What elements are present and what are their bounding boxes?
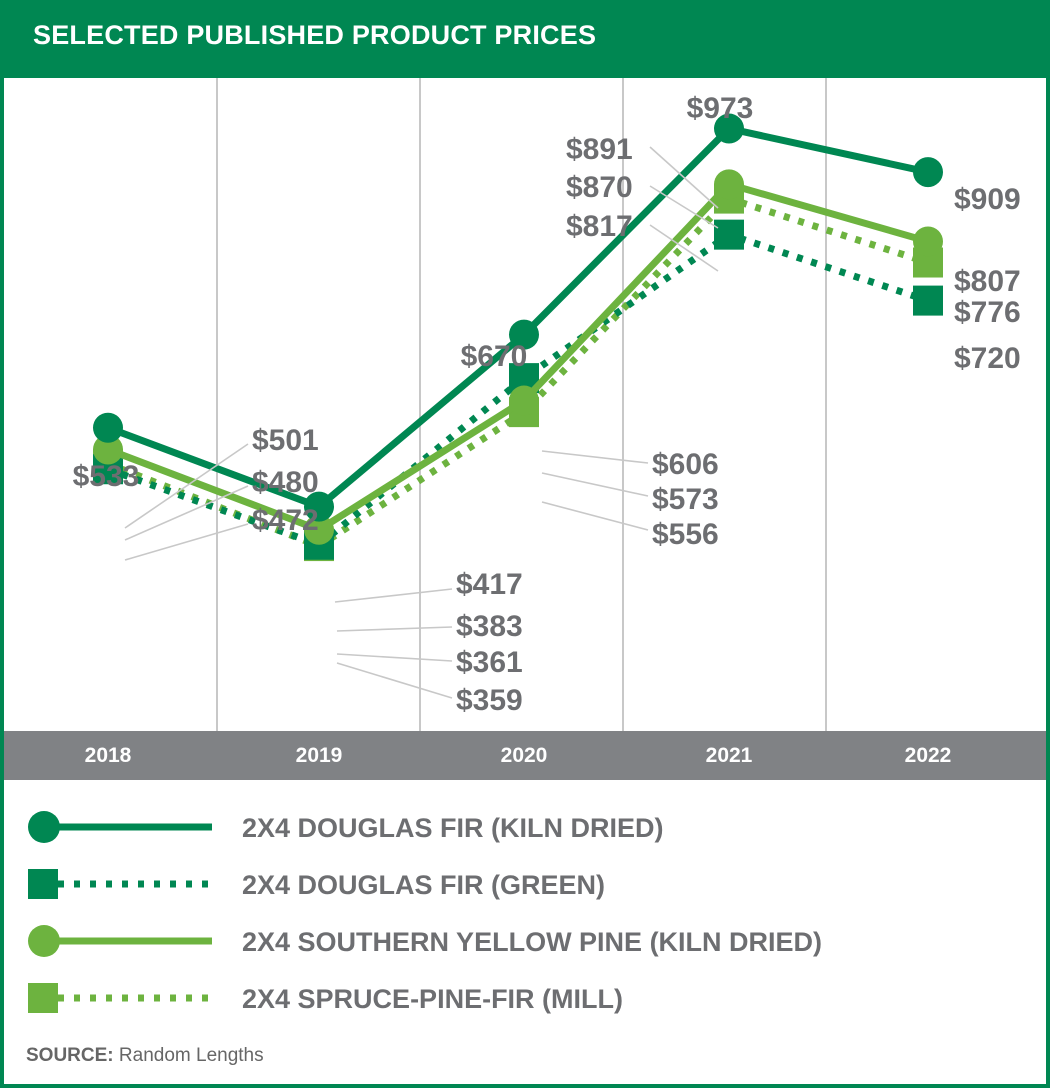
data-label: $973 <box>687 92 754 125</box>
leader-line <box>124 485 249 541</box>
data-label: $606 <box>652 448 719 481</box>
x-tick-label: 2018 <box>85 744 132 767</box>
legend-label-2: 2X4 DOUGLAS FIR (GREEN) <box>242 870 605 900</box>
source-value: Random Lengths <box>118 1045 264 1066</box>
series-3-marker <box>913 226 943 257</box>
data-label: $909 <box>954 183 1021 216</box>
leader-line <box>541 501 649 531</box>
data-label: $383 <box>456 610 523 643</box>
series-1-marker <box>714 113 744 144</box>
leader-line <box>649 224 719 272</box>
legend-label-4: 2X4 SPRUCE-PINE-FIR (MILL) <box>242 984 623 1014</box>
series-3-marker <box>714 169 744 200</box>
data-label: $573 <box>652 483 719 516</box>
leader-line <box>541 472 649 497</box>
legend-label-1: 2X4 DOUGLAS FIR (KILN DRIED) <box>242 813 664 843</box>
legend-marker-1 <box>28 811 60 843</box>
source-note: SOURCE: Random Lengths <box>26 1045 264 1067</box>
series-line-4 <box>106 195 930 550</box>
leader-line <box>336 662 453 699</box>
x-tick-label: 2021 <box>706 744 753 767</box>
data-label: $670 <box>461 340 528 373</box>
chart-title: SELECTED PUBLISHED PRODUCT PRICES <box>33 20 597 50</box>
data-label: $417 <box>456 568 523 601</box>
series-line-1 <box>106 125 929 511</box>
leader-line <box>124 443 249 529</box>
x-tick-label: 2020 <box>501 744 548 767</box>
series-1-marker <box>913 157 943 188</box>
data-label: $817 <box>566 210 633 243</box>
data-label: $807 <box>954 265 1021 298</box>
legend-marker-3 <box>28 925 60 957</box>
x-tick-label: 2022 <box>905 744 952 767</box>
series-2-marker <box>913 285 943 316</box>
data-label: $776 <box>954 296 1021 329</box>
source-label: SOURCE: <box>26 1045 114 1066</box>
series-3-marker <box>304 514 334 545</box>
leader-line <box>336 653 453 662</box>
series-2-marker <box>714 219 744 250</box>
data-label: $870 <box>566 171 633 204</box>
legend-marker-2 <box>28 869 58 899</box>
legend-label-3: 2X4 SOUTHERN YELLOW PINE (KILN DRIED) <box>242 927 822 957</box>
data-label: $556 <box>652 518 719 551</box>
data-label: $359 <box>456 684 523 717</box>
leader-line <box>649 185 719 229</box>
leader-line <box>541 450 649 464</box>
series-1-marker <box>93 412 123 443</box>
series-1-marker <box>509 319 539 350</box>
series-3-marker <box>93 434 123 465</box>
legend-marker-4 <box>28 983 58 1013</box>
chart-header: SELECTED PUBLISHED PRODUCT PRICES <box>0 0 1050 78</box>
series-3-marker <box>509 385 539 416</box>
data-label: $472 <box>252 504 319 537</box>
series-1-marker <box>304 491 334 522</box>
x-tick-label: 2019 <box>296 744 343 767</box>
leader-line <box>649 146 719 209</box>
data-label: $533 <box>73 460 140 493</box>
data-label: $720 <box>954 342 1021 375</box>
leader-line <box>336 626 453 632</box>
data-label: $501 <box>252 424 319 457</box>
data-label: $891 <box>566 133 633 166</box>
data-label: $361 <box>456 646 523 679</box>
data-label: $480 <box>252 466 319 499</box>
x-axis-bar <box>4 731 1046 780</box>
leader-line <box>334 588 453 603</box>
leader-line <box>124 523 249 561</box>
